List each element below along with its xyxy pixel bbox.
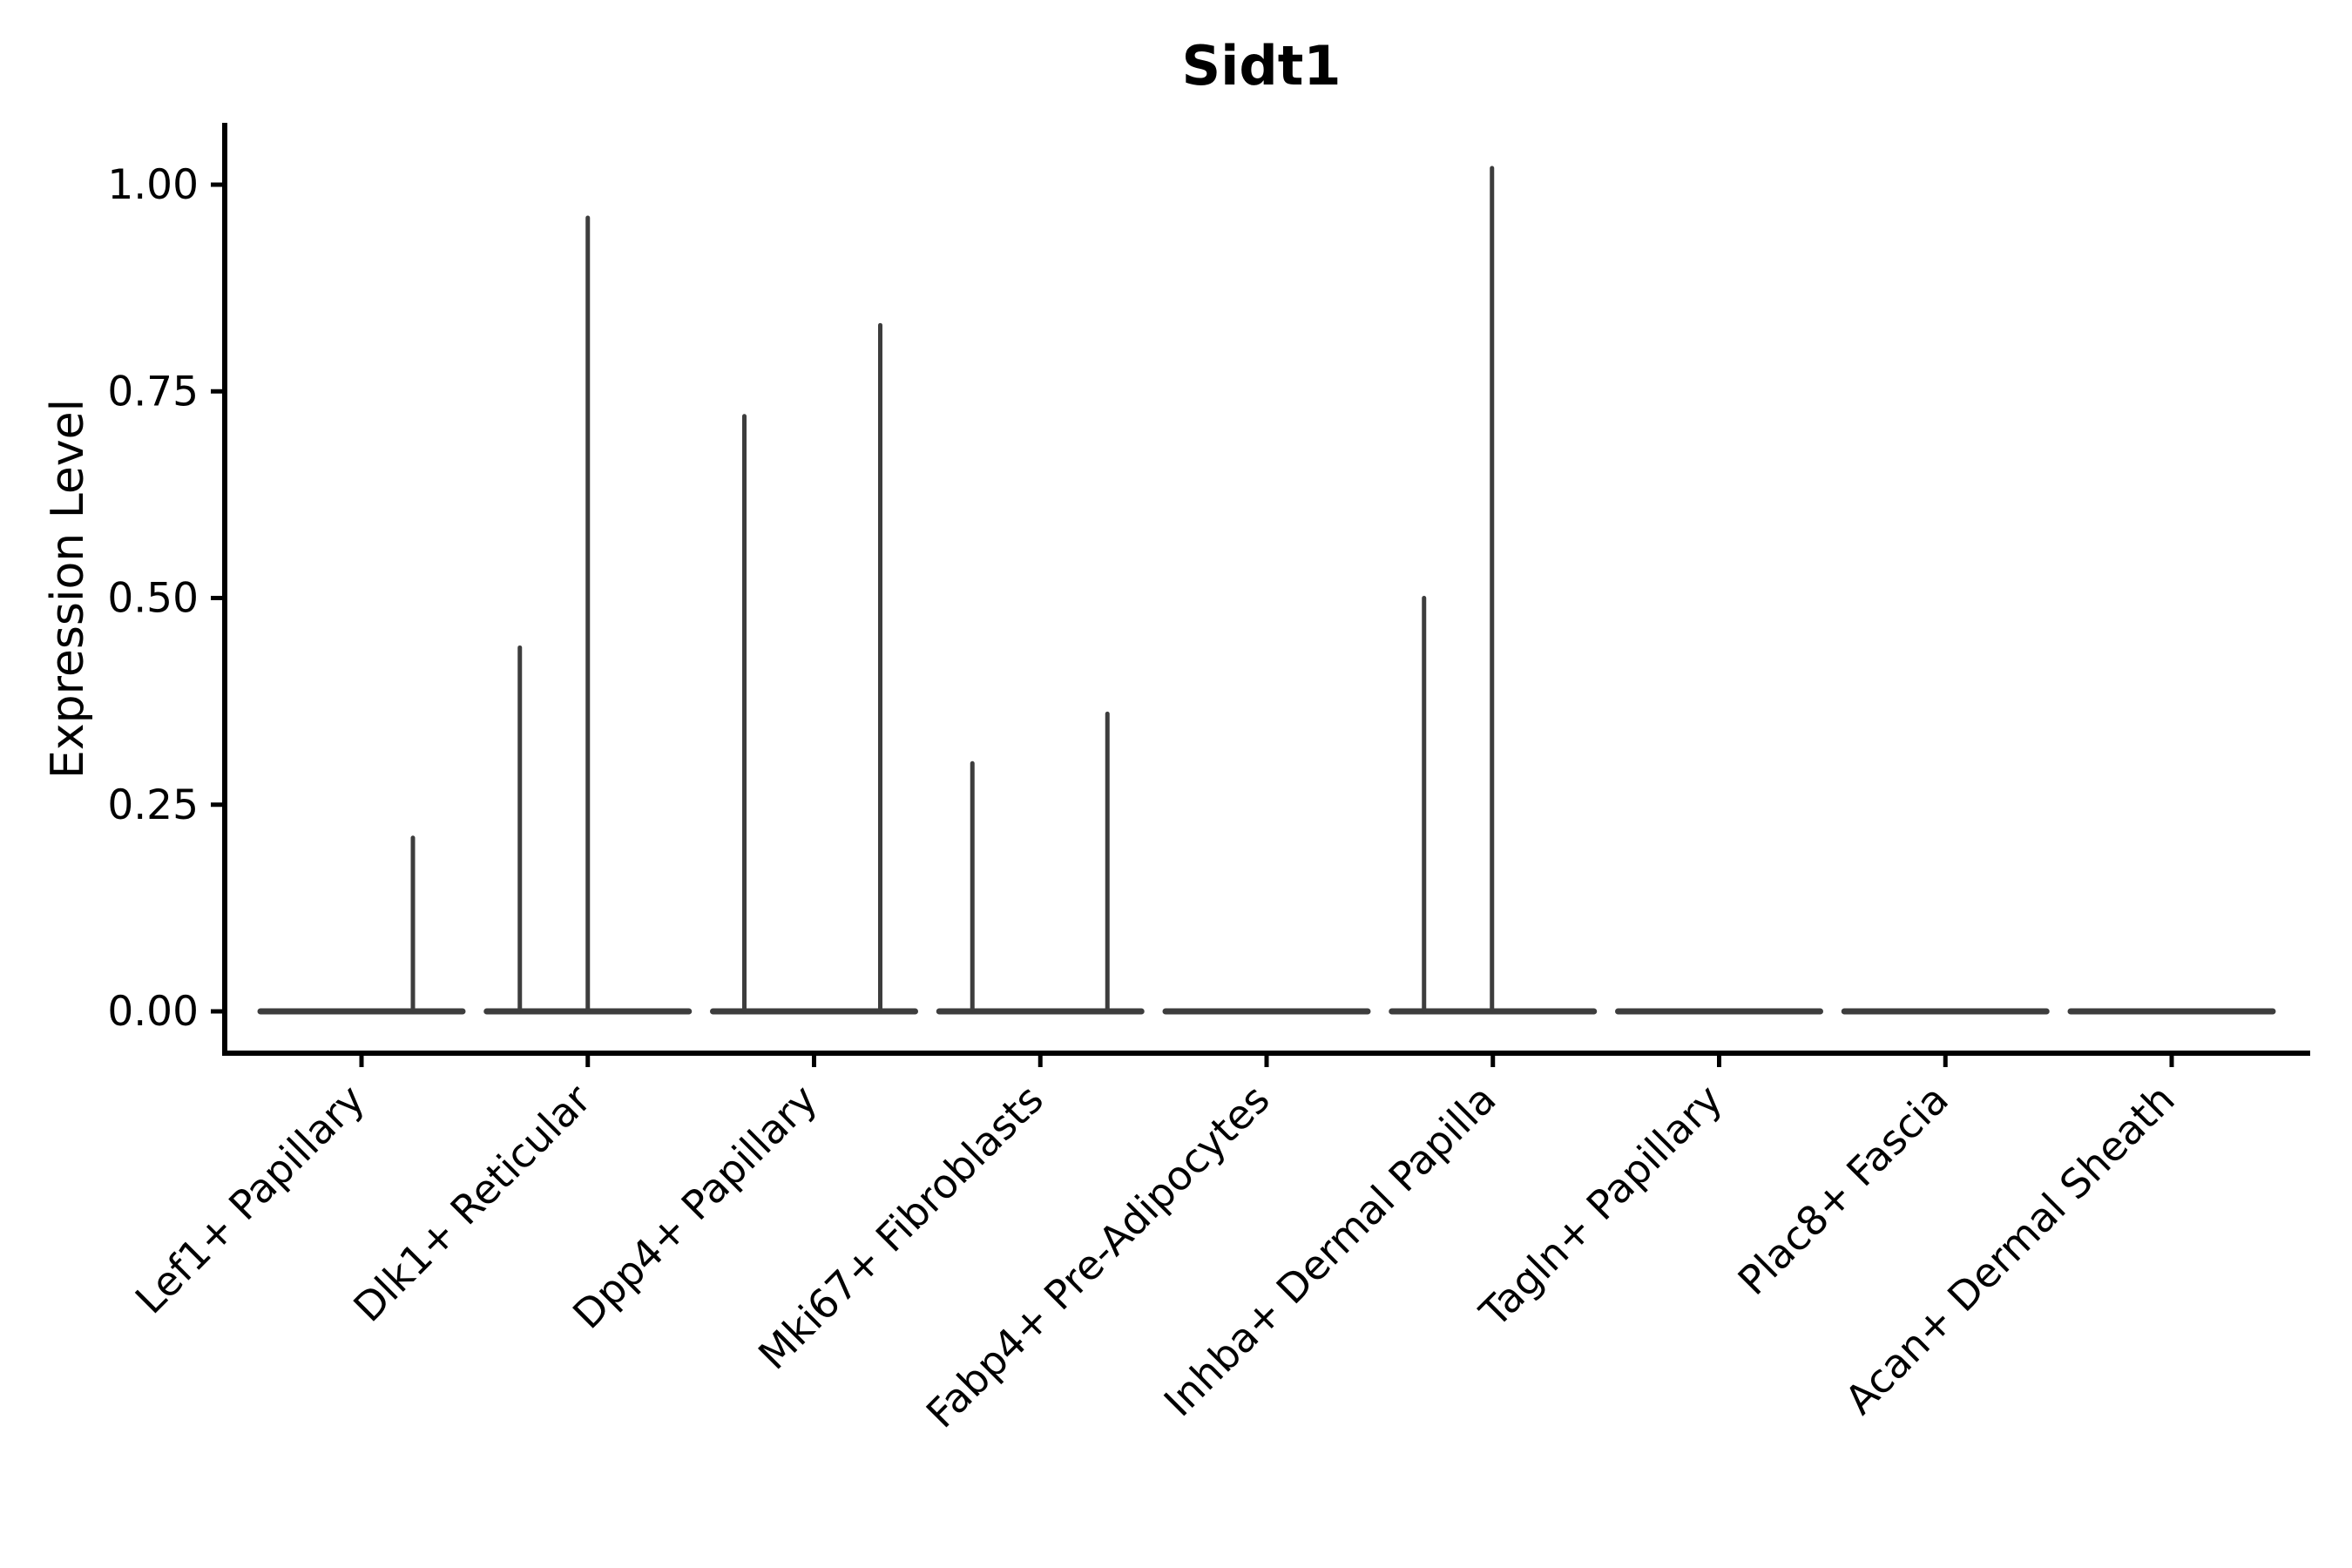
y-axis-label: Expression Level [42, 399, 94, 779]
y-axis-tick-label: 0.00 [107, 988, 199, 1036]
x-axis-tick-label: Dpp4+ Papillary [564, 1076, 826, 1338]
axes: 0.00 0.25 0.50 0.75 1.00 Lef1+ PapillaryDlk1+… [107, 123, 2310, 1437]
plot-title: Sidt1 [1181, 34, 1341, 98]
x-axis-tick-label: Tagln+ Papillary [1470, 1076, 1732, 1337]
y-axis-tick-label: 1.00 [107, 161, 199, 209]
y-axis-tick-label: 0.25 [107, 781, 199, 829]
x-axis-tick-label: Lef1+ Papillary [126, 1076, 374, 1323]
y-axis-tick-label: 0.50 [107, 575, 199, 623]
y-axis-tick-label: 0.75 [107, 368, 199, 416]
x-axis-tick-label: Dlk1+ Reticular [344, 1076, 599, 1331]
violins [257, 166, 2276, 1015]
x-axis-tick-label: Plac8+ Fascia [1729, 1076, 1957, 1304]
